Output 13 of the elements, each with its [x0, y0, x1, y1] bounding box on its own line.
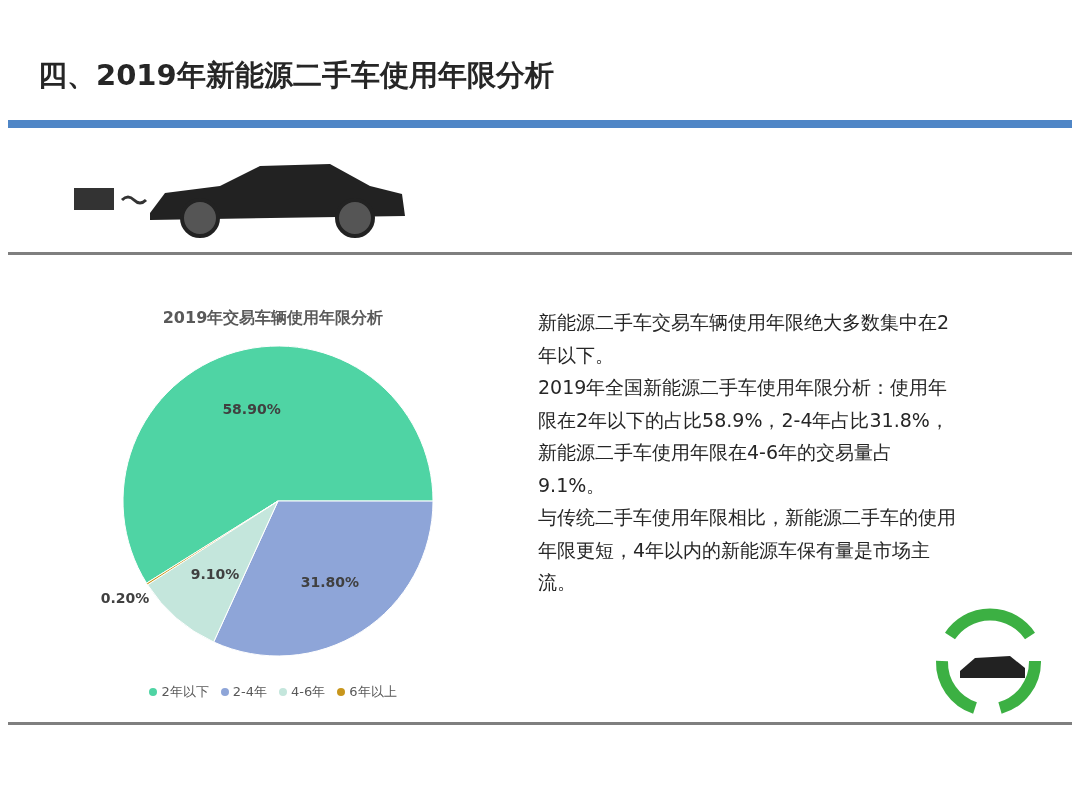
- text: 新能源二手车交易车辆使用年限绝大多数集中在2年以下。: [538, 310, 951, 368]
- data-label: 58.90%: [222, 400, 281, 417]
- legend-label: 4-6年: [290, 684, 326, 699]
- text: 与传统二手车使用年限相比，新能源二手车的使用年限更短，4年以内的新能源车保有量是市场主流。: [538, 505, 957, 595]
- chart-subtitle: 四、2019年新能源二手车使用年限分析: [38, 57, 554, 94]
- data-label: 9.10%: [190, 565, 240, 582]
- legend-label: 6年以上: [348, 684, 397, 699]
- legend-label: 2年以下: [160, 684, 209, 699]
- data-label: 31.80%: [300, 573, 360, 590]
- data-label: 0.20%: [100, 589, 150, 606]
- text: 2019年全国新能源二手车使用年限分析：使用年限在2年以下的占比58.9%，2-4年占比31.8%，新能源二手车使用年限在4-6年的交易量占9.1%。: [538, 375, 950, 498]
- legend-label: 2-4年: [231, 684, 267, 699]
- chart-title: 2019年交易车辆使用年限分析: [161, 308, 385, 329]
